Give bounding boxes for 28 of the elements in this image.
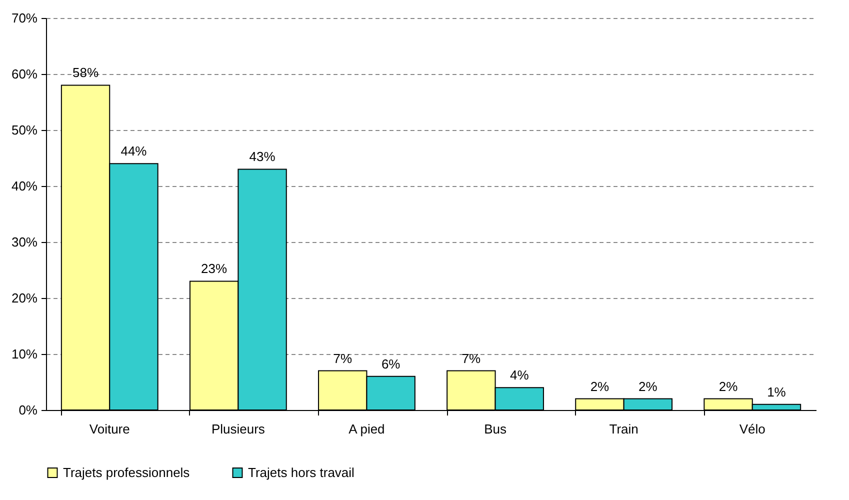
x-tick-label: Train xyxy=(609,422,638,436)
data-label: 2% xyxy=(590,378,610,394)
y-tick-label: 40% xyxy=(11,178,38,194)
data-label: 43% xyxy=(249,149,276,164)
data-label: 23% xyxy=(201,261,228,276)
data-label: 2% xyxy=(638,378,658,394)
y-tick-label: 50% xyxy=(11,122,38,138)
data-label: 7% xyxy=(462,350,482,366)
y-tick-label: 60% xyxy=(11,66,38,82)
data-label: 44% xyxy=(120,144,148,159)
x-tick-label: Bus xyxy=(484,422,507,436)
data-label: 6% xyxy=(381,356,401,372)
y-tick-label: 10% xyxy=(11,346,38,362)
x-tick-label: Plusieurs xyxy=(211,422,266,436)
x-tick-label: Vélo xyxy=(739,422,766,436)
data-label: 2% xyxy=(718,378,738,394)
data-label: 4% xyxy=(510,368,530,383)
y-tick-label: 70% xyxy=(11,10,38,26)
y-tick-label: 0% xyxy=(18,402,38,418)
x-tick-label: Voiture xyxy=(89,422,130,436)
data-label: 58% xyxy=(72,65,99,80)
legend-label: Trajets professionnels xyxy=(63,464,190,480)
legend-label: Trajets hors travail xyxy=(248,464,355,480)
y-tick-label: 20% xyxy=(11,290,38,306)
data-label: 7% xyxy=(333,350,352,366)
x-tick-label: A pied xyxy=(348,422,385,436)
y-tick-label: 30% xyxy=(11,234,38,250)
data-label: 1% xyxy=(767,384,786,400)
